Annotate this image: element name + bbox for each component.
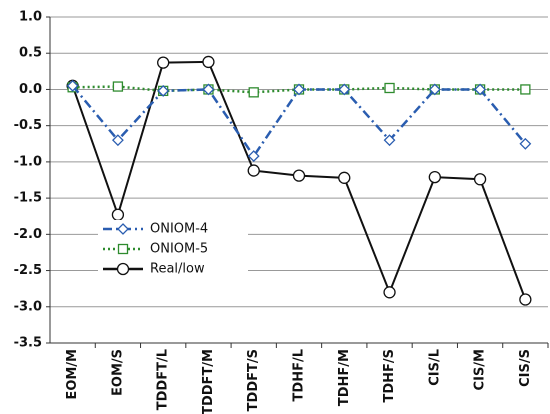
circle-marker <box>383 286 396 299</box>
diamond-marker <box>247 150 260 163</box>
x-tick-label: CIS/L <box>427 349 442 386</box>
series-line <box>71 85 527 159</box>
y-tick-label: -1.0 <box>14 154 42 169</box>
circle-marker <box>247 164 260 177</box>
circle-marker <box>111 208 125 221</box>
x-tick-label: TDHF/S <box>382 349 397 403</box>
diamond-marker <box>117 223 129 235</box>
diamond-marker <box>428 83 441 96</box>
y-tick-label: -2.5 <box>14 263 42 278</box>
legend-label: ONIOM-5 <box>150 242 208 257</box>
diamond-marker <box>293 83 305 96</box>
x-tick-label: EOM/M <box>65 349 80 400</box>
y-tick-label: 0.0 <box>19 82 42 97</box>
circle-marker <box>338 171 351 184</box>
diamond-marker <box>157 84 170 97</box>
x-tick-label: EOM/S <box>110 349 125 396</box>
y-tick-label: 1.0 <box>19 10 42 25</box>
y-tick-label: -2.0 <box>14 227 42 242</box>
y-tick-label: -3.0 <box>14 299 42 314</box>
circle-marker <box>116 262 130 276</box>
circle-marker <box>157 56 170 69</box>
circle-marker <box>519 293 532 306</box>
diamond-marker <box>338 83 351 96</box>
x-tick-label: TDDFT/M <box>201 349 216 414</box>
legend-label: ONIOM-4 <box>150 222 208 237</box>
legend: ONIOM-4 ONIOM-5 Real/low <box>98 220 248 278</box>
legend-label: Real/low <box>150 262 205 277</box>
x-tick-label: TDHF/M <box>337 349 352 406</box>
y-tick-label: -0.5 <box>14 118 42 133</box>
diamond-marker <box>202 83 215 96</box>
x-tick-label: TDHF/L <box>292 349 307 401</box>
x-tick-label: CIS/M <box>473 349 488 390</box>
circle-marker <box>292 169 306 182</box>
x-tick-label: TDDFT/L <box>156 349 171 410</box>
square-marker <box>117 243 129 255</box>
square-marker <box>112 81 124 92</box>
legend-bg <box>98 220 248 238</box>
x-tick-label: CIS/S <box>518 349 533 387</box>
diamond-marker <box>111 134 124 147</box>
y-tick-label: -3.5 <box>14 336 42 351</box>
legend-bg <box>98 260 248 278</box>
circle-marker <box>473 173 487 186</box>
diamond-marker <box>474 83 487 96</box>
square-marker <box>384 82 395 94</box>
y-tick-label: 0.5 <box>19 46 42 61</box>
diamond-marker <box>66 79 79 92</box>
x-tick-label: TDDFT/S <box>246 349 261 411</box>
circle-marker <box>202 55 215 69</box>
diamond-marker <box>519 137 532 150</box>
circle-marker <box>428 170 441 184</box>
square-marker <box>520 84 531 95</box>
diamond-marker <box>383 134 396 147</box>
y-tick-label: -1.5 <box>14 191 42 206</box>
legend-bg <box>98 240 248 258</box>
square-marker <box>248 87 259 98</box>
